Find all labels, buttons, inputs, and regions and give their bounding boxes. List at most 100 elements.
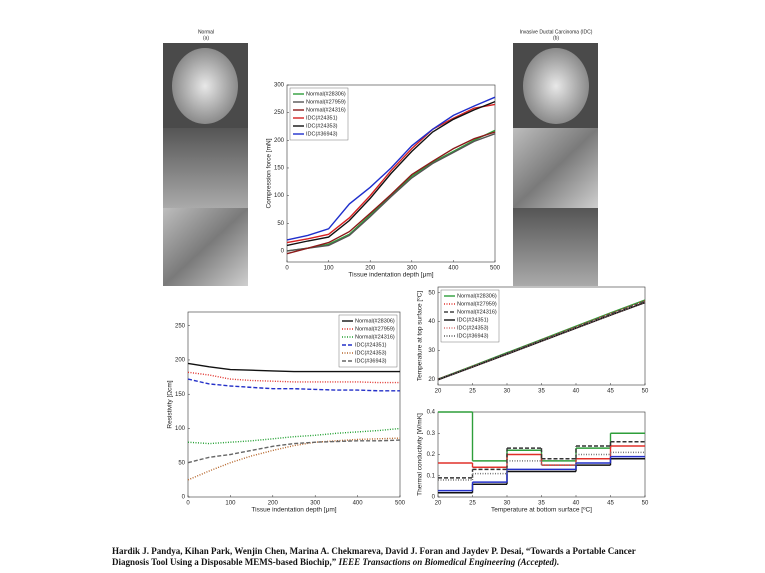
y-tick-label: 0.4 (427, 410, 436, 416)
series-line (286, 103, 496, 244)
x-tick-label: 35 (538, 501, 545, 507)
x-tick-label: 30 (504, 389, 511, 395)
legend-label: IDC(#36943) (355, 358, 387, 364)
photo (513, 208, 598, 286)
y-tick-label: 300 (274, 83, 285, 89)
legend-box (289, 87, 349, 141)
legend-box (338, 314, 398, 368)
series-line (187, 378, 400, 392)
legend-label: IDC(#36943) (306, 131, 338, 137)
legend-label: IDC(#24353) (306, 123, 338, 129)
photo (172, 48, 238, 124)
x-tick-label: 100 (324, 266, 335, 272)
y-tick-label: 40 (428, 319, 435, 325)
x-axis-label: Tissue indentation depth [μm] (348, 272, 433, 279)
y-axis-label: Compression force [mN] (266, 138, 273, 208)
y-axis-label: Thermal conductivity [W/mK] (417, 413, 424, 496)
y-tick-label: 50 (178, 460, 185, 466)
legend-label: Normal(#28306) (355, 318, 395, 324)
legend-label: Normal(#28306) (306, 91, 346, 97)
x-axis-label: Tissue indentation depth [μm] (251, 507, 336, 514)
x-tick-label: 300 (310, 501, 321, 507)
legend-label: IDC(#24353) (355, 350, 387, 356)
x-tick-label: 30 (504, 501, 511, 507)
legend-label: Normal(#24316) (457, 309, 497, 315)
x-tick-label: 35 (538, 389, 545, 395)
x-tick-label: 500 (395, 501, 406, 507)
photo (523, 48, 589, 124)
x-tick-label: 45 (607, 389, 614, 395)
x-axis-label: Temperature at bottom surface [ºC] (491, 507, 592, 514)
legend-label: Normal(#24316) (306, 107, 346, 113)
citation: Hardik J. Pandya, Kihan Park, Wenjin Che… (112, 546, 672, 568)
legend-box (440, 289, 500, 343)
legend-label: IDC(#24351) (355, 342, 387, 348)
series-line (286, 100, 496, 247)
x-tick-label: 0 (285, 266, 289, 272)
y-tick-label: 100 (274, 193, 285, 199)
y-tick-label: 200 (274, 138, 285, 144)
x-tick-label: 500 (490, 266, 501, 272)
series-line (187, 437, 401, 481)
y-tick-label: 20 (428, 377, 435, 383)
series-line (187, 427, 401, 445)
citation-text: Hardik J. Pandya, Kihan Park, Wenjin Che… (112, 546, 636, 567)
legend-label: IDC(#24351) (457, 317, 489, 323)
series-line (286, 131, 496, 255)
x-tick-label: 40 (573, 389, 580, 395)
y-tick-label: 100 (175, 426, 186, 432)
y-tick-label: 50 (428, 290, 435, 296)
series-line (187, 439, 401, 464)
y-tick-label: 30 (428, 348, 435, 354)
y-tick-label: 0 (432, 495, 436, 501)
left-sub: (a) (203, 35, 209, 41)
series-line (187, 362, 400, 373)
legend-label: IDC(#36943) (457, 333, 489, 339)
y-tick-label: 0 (182, 495, 186, 501)
y-tick-label: 50 (277, 221, 284, 227)
x-tick-label: 300 (407, 266, 418, 272)
y-tick-label: 250 (175, 323, 186, 329)
x-tick-label: 200 (365, 266, 376, 272)
legend-label: Normal(#27959) (306, 99, 346, 105)
y-tick-label: 0.3 (427, 431, 436, 437)
legend-label: Normal(#27959) (457, 301, 497, 307)
legend-label: Normal(#27959) (355, 326, 395, 332)
y-tick-label: 0.2 (427, 452, 436, 458)
x-tick-label: 100 (225, 501, 236, 507)
y-tick-label: 200 (175, 358, 186, 364)
x-tick-label: 25 (469, 501, 476, 507)
citation-journal: IEEE Transactions on Biomedical Engineer… (338, 557, 560, 567)
series-line (286, 96, 496, 241)
y-axis-label: Resistivity [Ωcm] (167, 380, 174, 428)
right-label: Invasive Ductal Carcinoma (IDC) (520, 29, 593, 35)
x-tick-label: 25 (469, 389, 476, 395)
x-tick-label: 50 (642, 389, 649, 395)
photo (513, 128, 598, 208)
series-line (437, 301, 646, 381)
y-tick-label: 0.1 (427, 473, 436, 479)
legend-label: Normal(#28306) (457, 293, 497, 299)
x-tick-label: 45 (607, 501, 614, 507)
series-line (286, 129, 496, 252)
x-tick-label: 40 (573, 501, 580, 507)
x-tick-label: 200 (268, 501, 279, 507)
x-tick-label: 400 (353, 501, 364, 507)
left-label: Normal (198, 29, 214, 35)
right-sub: (b) (553, 35, 559, 41)
y-tick-label: 150 (274, 166, 285, 172)
legend-label: Normal(#24316) (355, 334, 395, 340)
x-tick-label: 400 (448, 266, 459, 272)
x-tick-label: 50 (642, 501, 649, 507)
y-tick-label: 0 (281, 249, 285, 255)
x-tick-label: 0 (186, 501, 190, 507)
series-line (286, 133, 496, 252)
y-tick-label: 250 (274, 110, 285, 116)
legend-label: IDC(#24351) (306, 115, 338, 121)
y-tick-label: 150 (175, 392, 186, 398)
y-axis-label: Temperature at top surface [ºC] (417, 291, 424, 381)
x-tick-label: 20 (435, 501, 442, 507)
x-tick-label: 20 (435, 389, 442, 395)
